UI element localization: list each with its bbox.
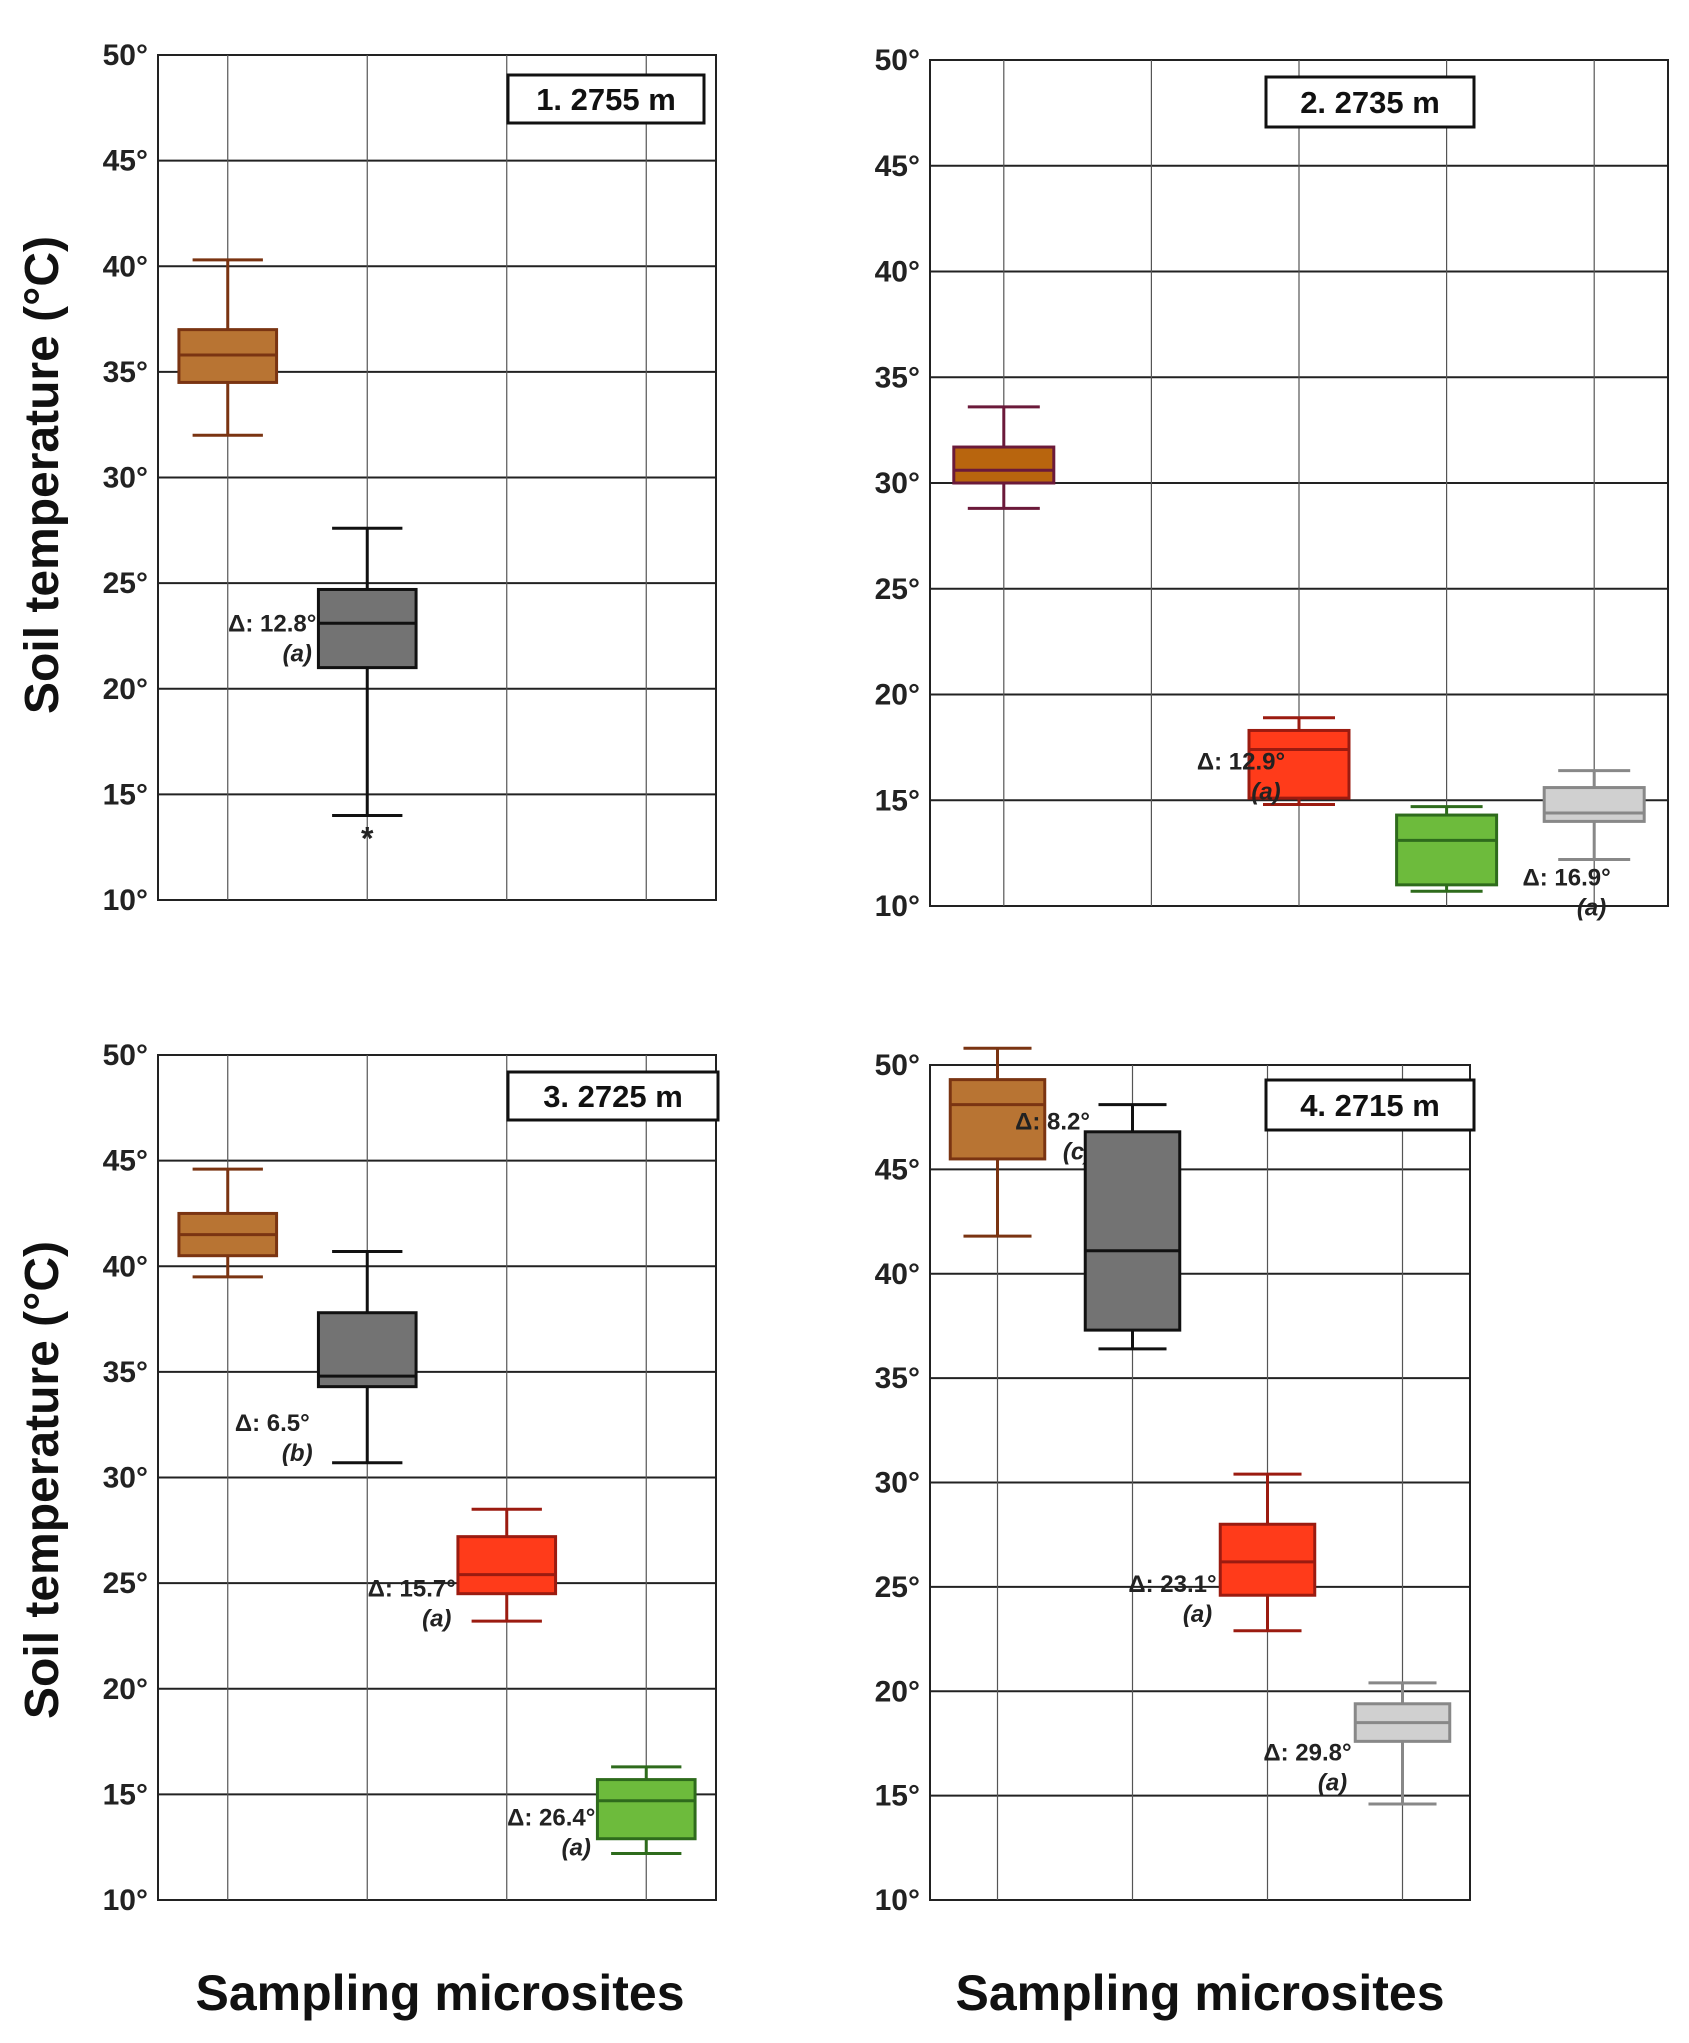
y-tick-label: 10° — [103, 884, 148, 917]
y-tick-label: 15° — [103, 778, 148, 811]
y-tick-label: 35° — [875, 361, 920, 394]
y-tick-label: 50° — [103, 1039, 148, 1072]
panel-2: 10° 15° 20° 25° 30° 35° 40° 45° 50° 2. 2735 m Δ: 1… — [875, 44, 1669, 923]
y-tick-label: 15° — [875, 1780, 920, 1813]
y-tick-label: 15° — [103, 1778, 148, 1811]
y-tick-label: 45° — [103, 1145, 148, 1178]
boxplot-3: Δ: 12.9° (a) — [1197, 716, 1351, 806]
y-tick-label: 20° — [875, 679, 920, 712]
boxplot-3: Δ: 15.7° (a) — [368, 1507, 558, 1633]
y-tick-label: 40° — [875, 256, 920, 289]
boxplot-2 — [1083, 1103, 1182, 1351]
iqr-box — [316, 1311, 418, 1389]
delta-annotation: Δ: 12.9° — [1197, 748, 1285, 775]
y-tick-label: 10° — [875, 1884, 920, 1917]
boxplot-2: Δ: 6.5° (b) — [235, 1249, 418, 1467]
y-tick-label: 25° — [875, 1571, 920, 1604]
y-tick-label: 50° — [875, 44, 920, 77]
iqr-box — [952, 445, 1056, 485]
significance-letter: (a) — [422, 1606, 451, 1633]
iqr-box — [1247, 728, 1351, 800]
y-tick-label: 50° — [875, 1049, 920, 1082]
boxplot-4: Δ: 26.4° (a) — [507, 1765, 697, 1862]
y-axis-label-top: Soil temperature (°C) — [16, 236, 69, 714]
boxplot-2: * Δ: 12.8° (a) — [228, 526, 418, 857]
panels: 10° 15° 20° 25° 30° 35° 40° 45° 50° 1. 2755 m * Δ: … — [103, 39, 1669, 1917]
y-tick-label: 20° — [103, 673, 148, 706]
delta-annotation: Δ: 8.2° — [1015, 1109, 1090, 1136]
significance-letter: (a) — [1318, 1770, 1347, 1797]
panel-3: 10° 15° 20° 25° 30° 35° 40° 45° 50° 3. 2725 m Δ: 6… — [103, 1039, 720, 1917]
panel-1: 10° 15° 20° 25° 30° 35° 40° 45° 50° 1. 2755 m * Δ: … — [103, 39, 717, 917]
boxplot-3: Δ: 23.1° (a) — [1128, 1472, 1317, 1633]
y-tick-label: 45° — [875, 150, 920, 183]
significance-letter: (a) — [562, 1835, 591, 1862]
y-tick-label: 45° — [875, 1153, 920, 1186]
panel-title: 4. 2715 m — [1300, 1088, 1440, 1123]
y-tick-label: 35° — [103, 356, 148, 389]
panel-title: 3. 2725 m — [543, 1079, 683, 1114]
y-tick-label: 20° — [875, 1675, 920, 1708]
panel-title-box — [1264, 1078, 1476, 1132]
x-axis-label-left: Sampling microsites — [195, 1965, 684, 2021]
boxplot-4: Δ: 16.9° (a) — [1395, 805, 1611, 921]
boxplot-4: Δ: 29.8° (a) — [1263, 1681, 1452, 1806]
boxplot-1 — [952, 405, 1056, 510]
y-tick-label: 25° — [103, 1567, 148, 1600]
y-tick-label: 25° — [103, 567, 148, 600]
y-tick-label: 30° — [103, 462, 148, 495]
iqr-box — [1395, 813, 1499, 887]
significance-letter: (a) — [283, 640, 312, 667]
iqr-box — [595, 1778, 697, 1841]
y-tick-label: 40° — [103, 1250, 148, 1283]
y-tick-label: 30° — [103, 1462, 148, 1495]
boxplot-5 — [1542, 769, 1646, 861]
panel-title-box — [506, 73, 706, 125]
iqr-box — [316, 587, 418, 670]
delta-annotation: Δ: 12.8° — [228, 610, 316, 637]
significance-letter: (a) — [1183, 1601, 1212, 1628]
delta-annotation: Δ: 16.9° — [1522, 864, 1610, 891]
x-axis-label-right: Sampling microsites — [955, 1965, 1444, 2021]
panel-title-box — [1264, 75, 1476, 129]
panel-4: 10° 15° 20° 25° 30° 35° 40° 45° 50° 4. 2715 m Δ: 8… — [875, 1046, 1476, 1917]
y-tick-label: 35° — [103, 1356, 148, 1389]
boxplot-1 — [177, 258, 279, 437]
delta-annotation: Δ: 23.1° — [1128, 1571, 1216, 1598]
delta-annotation: Δ: 6.5° — [235, 1410, 310, 1437]
iqr-box — [456, 1535, 558, 1596]
y-axis-label-bottom: Soil temperature (°C) — [16, 1241, 69, 1719]
y-tick-label: 25° — [875, 573, 920, 606]
y-tick-label: 10° — [103, 1884, 148, 1917]
iqr-box — [1542, 786, 1646, 823]
y-tick-label: 10° — [875, 890, 920, 923]
iqr-box — [1083, 1130, 1182, 1332]
y-tick-label: 30° — [875, 467, 920, 500]
y-tick-label: 40° — [103, 250, 148, 283]
iqr-box — [948, 1078, 1047, 1161]
panel-title: 1. 2755 m — [536, 82, 676, 117]
panel-title: 2. 2735 m — [1300, 85, 1440, 120]
y-tick-label: 15° — [875, 784, 920, 817]
y-tick-label: 35° — [875, 1362, 920, 1395]
outlier-marker: * — [361, 821, 374, 857]
y-tick-label: 45° — [103, 145, 148, 178]
significance-letter: (a) — [1577, 894, 1606, 921]
panel-title-box — [506, 1070, 720, 1122]
boxplot-1 — [177, 1167, 279, 1279]
y-tick-label: 50° — [103, 39, 148, 72]
delta-annotation: Δ: 15.7° — [368, 1576, 456, 1603]
y-tick-label: 40° — [875, 1258, 920, 1291]
y-tick-label: 20° — [103, 1673, 148, 1706]
iqr-box — [1218, 1522, 1317, 1597]
delta-annotation: Δ: 26.4° — [507, 1805, 595, 1832]
significance-letter: (a) — [1251, 778, 1280, 805]
y-tick-label: 30° — [875, 1467, 920, 1500]
delta-annotation: Δ: 29.8° — [1263, 1740, 1351, 1767]
significance-letter: (b) — [282, 1440, 313, 1467]
